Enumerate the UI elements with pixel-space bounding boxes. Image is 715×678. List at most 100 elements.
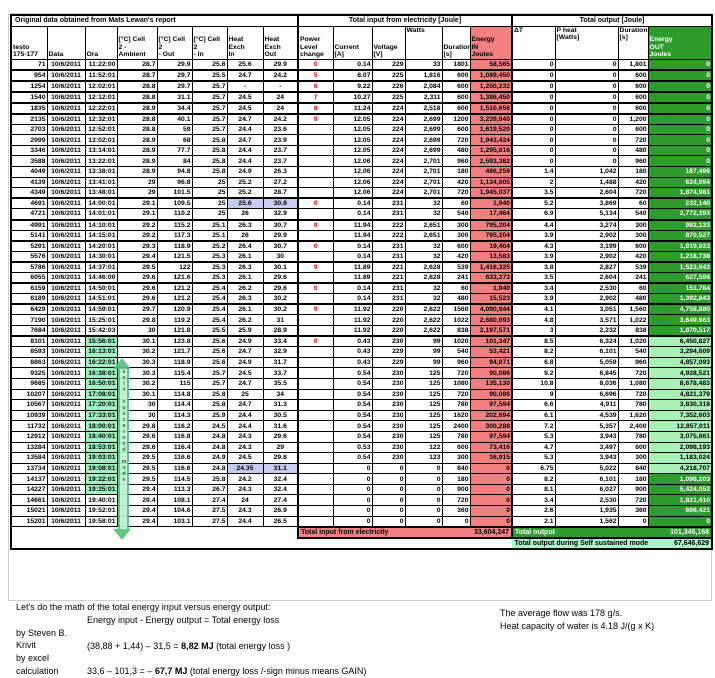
cell[interactable]: 24.7 (226, 377, 264, 390)
cell[interactable]: 0.54 (332, 452, 373, 464)
cell[interactable]: 224 (371, 176, 406, 189)
cell[interactable]: 29.4 (116, 505, 158, 517)
cell[interactable]: 0 (469, 462, 513, 475)
cell[interactable]: 25.5 (191, 324, 228, 337)
cell[interactable]: 10/6/2011 (46, 134, 86, 146)
cell[interactable]: 230 (371, 399, 406, 411)
cell[interactable]: 9 (511, 388, 556, 401)
cell[interactable]: 1.4 (511, 166, 556, 178)
cell[interactable]: 0 (511, 79, 556, 93)
column-header[interactable]: testo 175-177 (10, 25, 48, 60)
cell[interactable]: 6.9 (511, 208, 556, 221)
cell[interactable]: 15:42:03 (84, 324, 118, 337)
cell[interactable]: 720 (441, 367, 471, 379)
cell[interactable]: 25.8 (191, 166, 228, 178)
cell[interactable]: 2,622 (404, 314, 443, 326)
cell[interactable]: 2,699 (404, 112, 443, 125)
cell[interactable]: 224 (371, 166, 406, 178)
cell[interactable]: 180 (441, 166, 471, 178)
cell[interactable]: 230 (371, 430, 406, 443)
cell[interactable]: 4,090,944 (469, 303, 513, 316)
cell[interactable]: 12:02:01 (84, 79, 118, 93)
cell[interactable]: 600 (441, 68, 471, 82)
cell[interactable]: 241 (441, 272, 471, 284)
cell[interactable]: 780 (441, 430, 471, 443)
cell[interactable]: 12.05 (332, 112, 373, 125)
cell[interactable] (297, 473, 334, 485)
cell[interactable]: 3,869 (554, 197, 619, 210)
cell[interactable]: 24 (262, 101, 299, 115)
cell[interactable]: 10/6/2011 (46, 282, 86, 295)
cell[interactable]: 13:38:01 (84, 166, 118, 178)
cell[interactable]: 480 (617, 293, 649, 305)
cell[interactable]: 1,510,656 (469, 101, 513, 115)
column-header[interactable]: Ora (84, 25, 118, 60)
cell[interactable]: 29.9 (262, 229, 299, 242)
cell[interactable]: 300,288 (469, 420, 513, 432)
cell[interactable]: 5,059 (554, 356, 619, 369)
cell[interactable]: 2.1 (511, 515, 556, 528)
cell[interactable]: 5576 (10, 250, 48, 263)
cell[interactable]: 1,089,450 (469, 68, 513, 82)
cell[interactable] (297, 420, 334, 432)
cell[interactable]: 10/6/2011 (46, 218, 86, 231)
cell[interactable]: 0 (332, 515, 373, 528)
cell[interactable]: 0.14 (332, 208, 373, 221)
cell[interactable]: 15:56:01 (84, 335, 118, 348)
cell[interactable]: 600 (617, 441, 649, 454)
cell[interactable]: 2703 (10, 123, 48, 136)
cell[interactable]: 1,943,424 (469, 134, 513, 146)
cell[interactable] (297, 176, 334, 189)
cell[interactable]: 960 (441, 356, 471, 369)
cell[interactable]: 3,239,040 (469, 112, 513, 125)
cell[interactable]: 25.2 (226, 187, 264, 199)
cell[interactable]: 12:52:01 (84, 123, 118, 136)
cell[interactable]: 3.8 (511, 260, 556, 273)
cell[interactable]: 8,678,483 (647, 377, 713, 390)
cell[interactable]: 0 (554, 112, 619, 125)
cell[interactable]: 24.3 (226, 483, 264, 496)
cell[interactable]: 2,530 (554, 282, 619, 295)
cell[interactable]: 225 (371, 68, 406, 82)
cell[interactable] (297, 272, 334, 284)
cell[interactable]: 26.1 (226, 250, 264, 263)
cell[interactable]: 24.5 (226, 367, 264, 379)
cell[interactable]: 0 (332, 494, 373, 507)
cell[interactable]: 119.2 (156, 314, 193, 326)
cell[interactable]: 2,232 (554, 324, 619, 337)
cell[interactable]: 0 (511, 58, 556, 71)
cell[interactable] (297, 324, 334, 337)
cell[interactable]: 633,273 (469, 272, 513, 284)
cell[interactable]: 3.9 (511, 250, 556, 263)
cell[interactable]: 241 (617, 272, 649, 284)
cell[interactable]: 420 (441, 176, 471, 189)
cell[interactable]: 122 (404, 441, 443, 454)
cell[interactable]: 23.7 (262, 155, 299, 168)
cell[interactable]: 24 (226, 494, 264, 507)
cell[interactable]: 25.2 (226, 176, 264, 189)
cell[interactable]: 10/6/2011 (46, 123, 86, 136)
cell[interactable]: 29.6 (116, 293, 158, 305)
cell[interactable]: 6429 (10, 303, 48, 316)
cell[interactable]: 4,928,521 (647, 367, 713, 379)
cell[interactable]: 1835 (10, 101, 48, 115)
cell[interactable]: 135,130 (469, 377, 513, 390)
cell[interactable]: 780 (617, 399, 649, 411)
cell[interactable]: 1080 (441, 377, 471, 390)
cell[interactable]: 15201 (10, 515, 48, 528)
cell[interactable]: 29.8 (262, 452, 299, 464)
cell[interactable]: 24.7 (226, 134, 264, 146)
cell[interactable]: 25.4 (191, 282, 228, 295)
cell[interactable]: 35.5 (262, 377, 299, 390)
cell[interactable]: 0 (297, 282, 334, 295)
cell[interactable]: 15,523 (469, 293, 513, 305)
cell[interactable]: 99 (404, 346, 443, 358)
cell[interactable]: 25.1 (191, 218, 228, 231)
column-header[interactable]: Voltage [V] (371, 25, 406, 60)
cell[interactable]: 3,943 (554, 430, 619, 443)
cell[interactable]: 1,386,450 (469, 90, 513, 104)
cell[interactable]: 24.7 (226, 399, 264, 411)
cell[interactable]: 4,821,379 (647, 388, 713, 401)
cell[interactable]: 627,598 (647, 272, 713, 284)
cell[interactable] (297, 314, 334, 326)
